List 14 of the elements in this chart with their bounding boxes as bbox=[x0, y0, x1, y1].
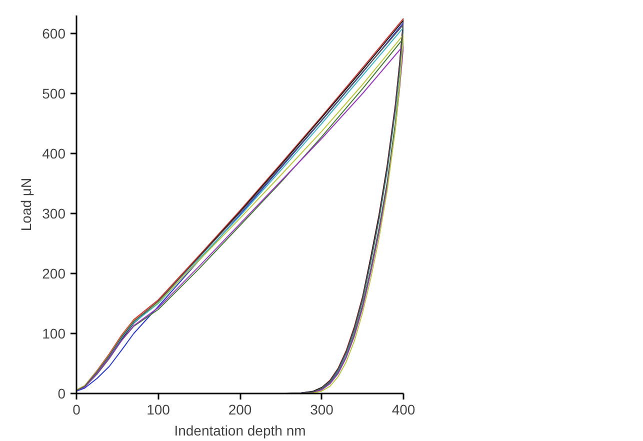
y-tick-label: 0 bbox=[58, 386, 66, 402]
y-tick-label: 600 bbox=[42, 26, 66, 42]
y-tick-label: 300 bbox=[42, 206, 66, 222]
x-tick-label: 200 bbox=[228, 402, 252, 418]
x-tick-label: 0 bbox=[72, 402, 81, 418]
y-axis-title: Load μN bbox=[18, 178, 34, 232]
y-tick-label: 400 bbox=[42, 146, 66, 162]
x-tick-label: 300 bbox=[310, 402, 334, 418]
y-tick-label: 200 bbox=[42, 266, 66, 282]
x-tick-label: 400 bbox=[392, 402, 416, 418]
y-tick-label: 100 bbox=[42, 326, 66, 342]
y-tick-label: 500 bbox=[42, 86, 66, 102]
x-axis-title: Indentation depth nm bbox=[174, 422, 306, 438]
x-tick-label: 100 bbox=[146, 402, 170, 418]
